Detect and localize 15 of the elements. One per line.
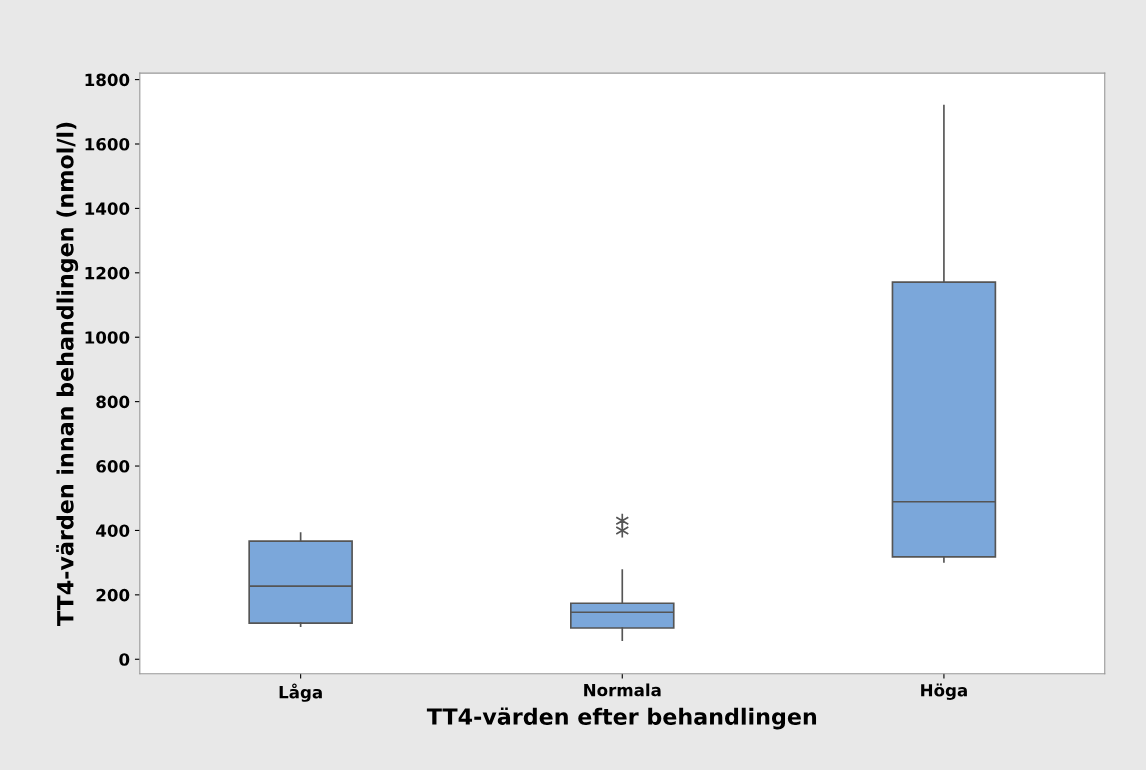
y-axis-title: TT4-värden innan behandlingen (nmol/l) xyxy=(56,122,79,626)
y-tick-label: 600 xyxy=(96,460,130,473)
y-tick-label: 400 xyxy=(96,524,130,538)
y-tick-label: 1400 xyxy=(85,202,130,215)
x-tick-label: Låga xyxy=(279,683,322,702)
y-tick-label: 1000 xyxy=(85,331,130,344)
y-tick-label: 0 xyxy=(119,653,130,666)
y-tick-label: 800 xyxy=(96,395,130,409)
x-axis-title: TT4-värden efter behandlingen xyxy=(426,707,817,730)
y-tick-label: 1600 xyxy=(85,137,130,151)
y-tick-label: 1800 xyxy=(85,73,130,87)
x-tick-label: Normala xyxy=(584,683,661,697)
x-tick-label: Höga xyxy=(921,683,967,700)
y-tick-label: 200 xyxy=(96,588,130,602)
y-tick-label: 1200 xyxy=(85,266,130,280)
